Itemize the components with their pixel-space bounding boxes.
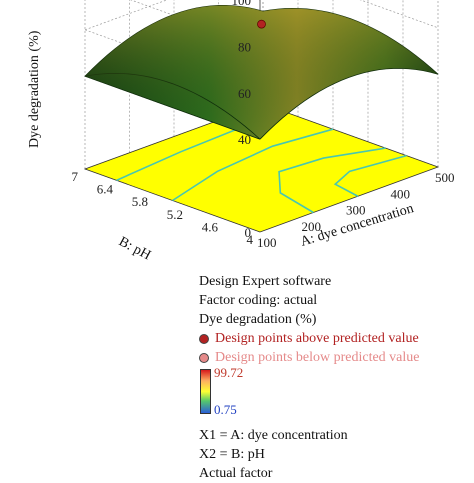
x-tick-label: 200 [302, 219, 322, 234]
legend-above-label: Design points above predicted value [215, 331, 419, 346]
z-tick-label: 100 [232, 0, 252, 8]
y-tick-label: 7 [72, 169, 79, 184]
x-tick-label: 500 [435, 170, 455, 185]
factor-x1: X1 = A: dye concentration [199, 428, 348, 443]
factor-x2: X2 = B: pH [199, 447, 265, 462]
z-tick-label: 80 [238, 39, 251, 54]
colorbar: 99.72 0.75 [199, 365, 279, 417]
tick-labels: 0 40 60 80 100 100 200 300 400 500 4 4.6 5.2 5.8 6.4 7 [72, 0, 455, 250]
x-tick-label: 400 [391, 186, 411, 201]
colorbar-gradient [200, 369, 211, 414]
y-axis-title: B: pH [116, 234, 153, 263]
y-tick-label: 5.8 [132, 194, 148, 209]
y-tick-label: 4 [247, 232, 254, 247]
x-tick-label: 100 [257, 235, 277, 250]
x-tick-label: 300 [346, 203, 366, 218]
z-tick-label: 40 [238, 132, 251, 147]
surface-highlight [85, 5, 438, 140]
response-surface [84, 4, 439, 140]
dot-above-icon [199, 333, 209, 344]
factor-definitions: X1 = A: dye concentration X2 = B: pH Act… [199, 426, 348, 483]
z-tick-label: 0 [245, 225, 252, 240]
y-tick-label: 6.4 [97, 182, 114, 197]
dot-below-icon [199, 352, 209, 363]
z-axis-title: Dye degradation (%) [27, 30, 42, 148]
response-label: Dye degradation (%) [199, 312, 317, 327]
legend-below-label: Design points below predicted value [215, 350, 420, 365]
software-label: Design Expert software [199, 274, 332, 289]
response-surface-plot: 040608010010020030040050044.65.25.86.47 … [27, 0, 455, 263]
legend-above: Design points above predicted value [199, 329, 474, 348]
z-tick-label: 60 [238, 86, 251, 101]
legend-below: Design points below predicted value [199, 348, 474, 367]
y-tick-label: 4.6 [202, 219, 219, 234]
colorbar-max: 99.72 [214, 365, 244, 380]
contour-line [333, 154, 407, 197]
design-point [257, 19, 266, 29]
contour-line [172, 128, 334, 202]
factor-coding-label: Factor coding: actual [199, 293, 318, 308]
legend-panel: Design Expert software Factor coding: ac… [199, 272, 474, 367]
colorbar-min: 0.75 [214, 402, 237, 417]
z-gridline [84, 0, 439, 31]
contour-line [278, 147, 386, 214]
y-tick-label: 5.2 [167, 207, 183, 222]
